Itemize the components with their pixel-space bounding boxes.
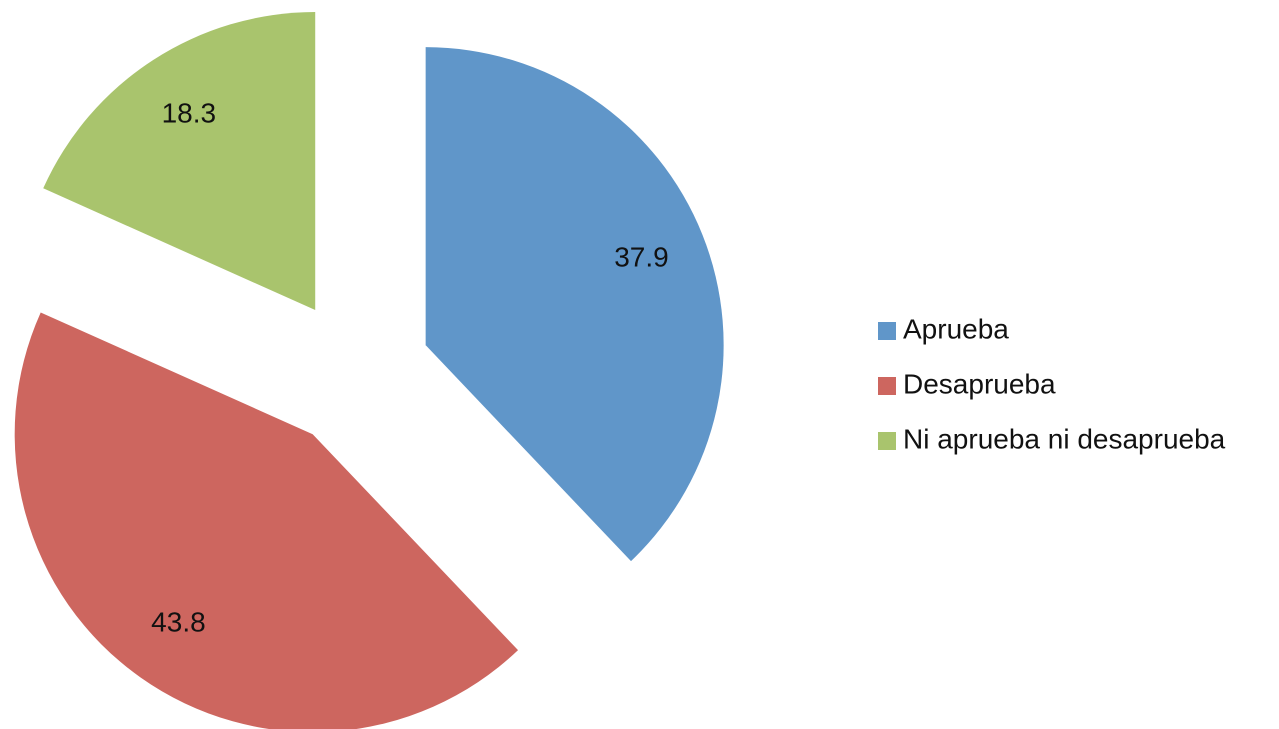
pie-slice — [43, 12, 316, 311]
data-label: 37.9 — [614, 241, 669, 272]
legend-label: Desaprueba — [903, 368, 1056, 399]
legend-label: Aprueba — [903, 313, 1009, 344]
legend-swatch — [878, 322, 896, 340]
legend-label: Ni aprueba ni desaprueba — [903, 423, 1226, 454]
data-label: 18.3 — [162, 97, 217, 128]
legend-swatch — [878, 377, 896, 395]
legend-swatch — [878, 432, 896, 450]
data-label: 43.8 — [151, 606, 206, 637]
pie-slice — [425, 47, 724, 562]
pie-slice — [14, 312, 519, 729]
